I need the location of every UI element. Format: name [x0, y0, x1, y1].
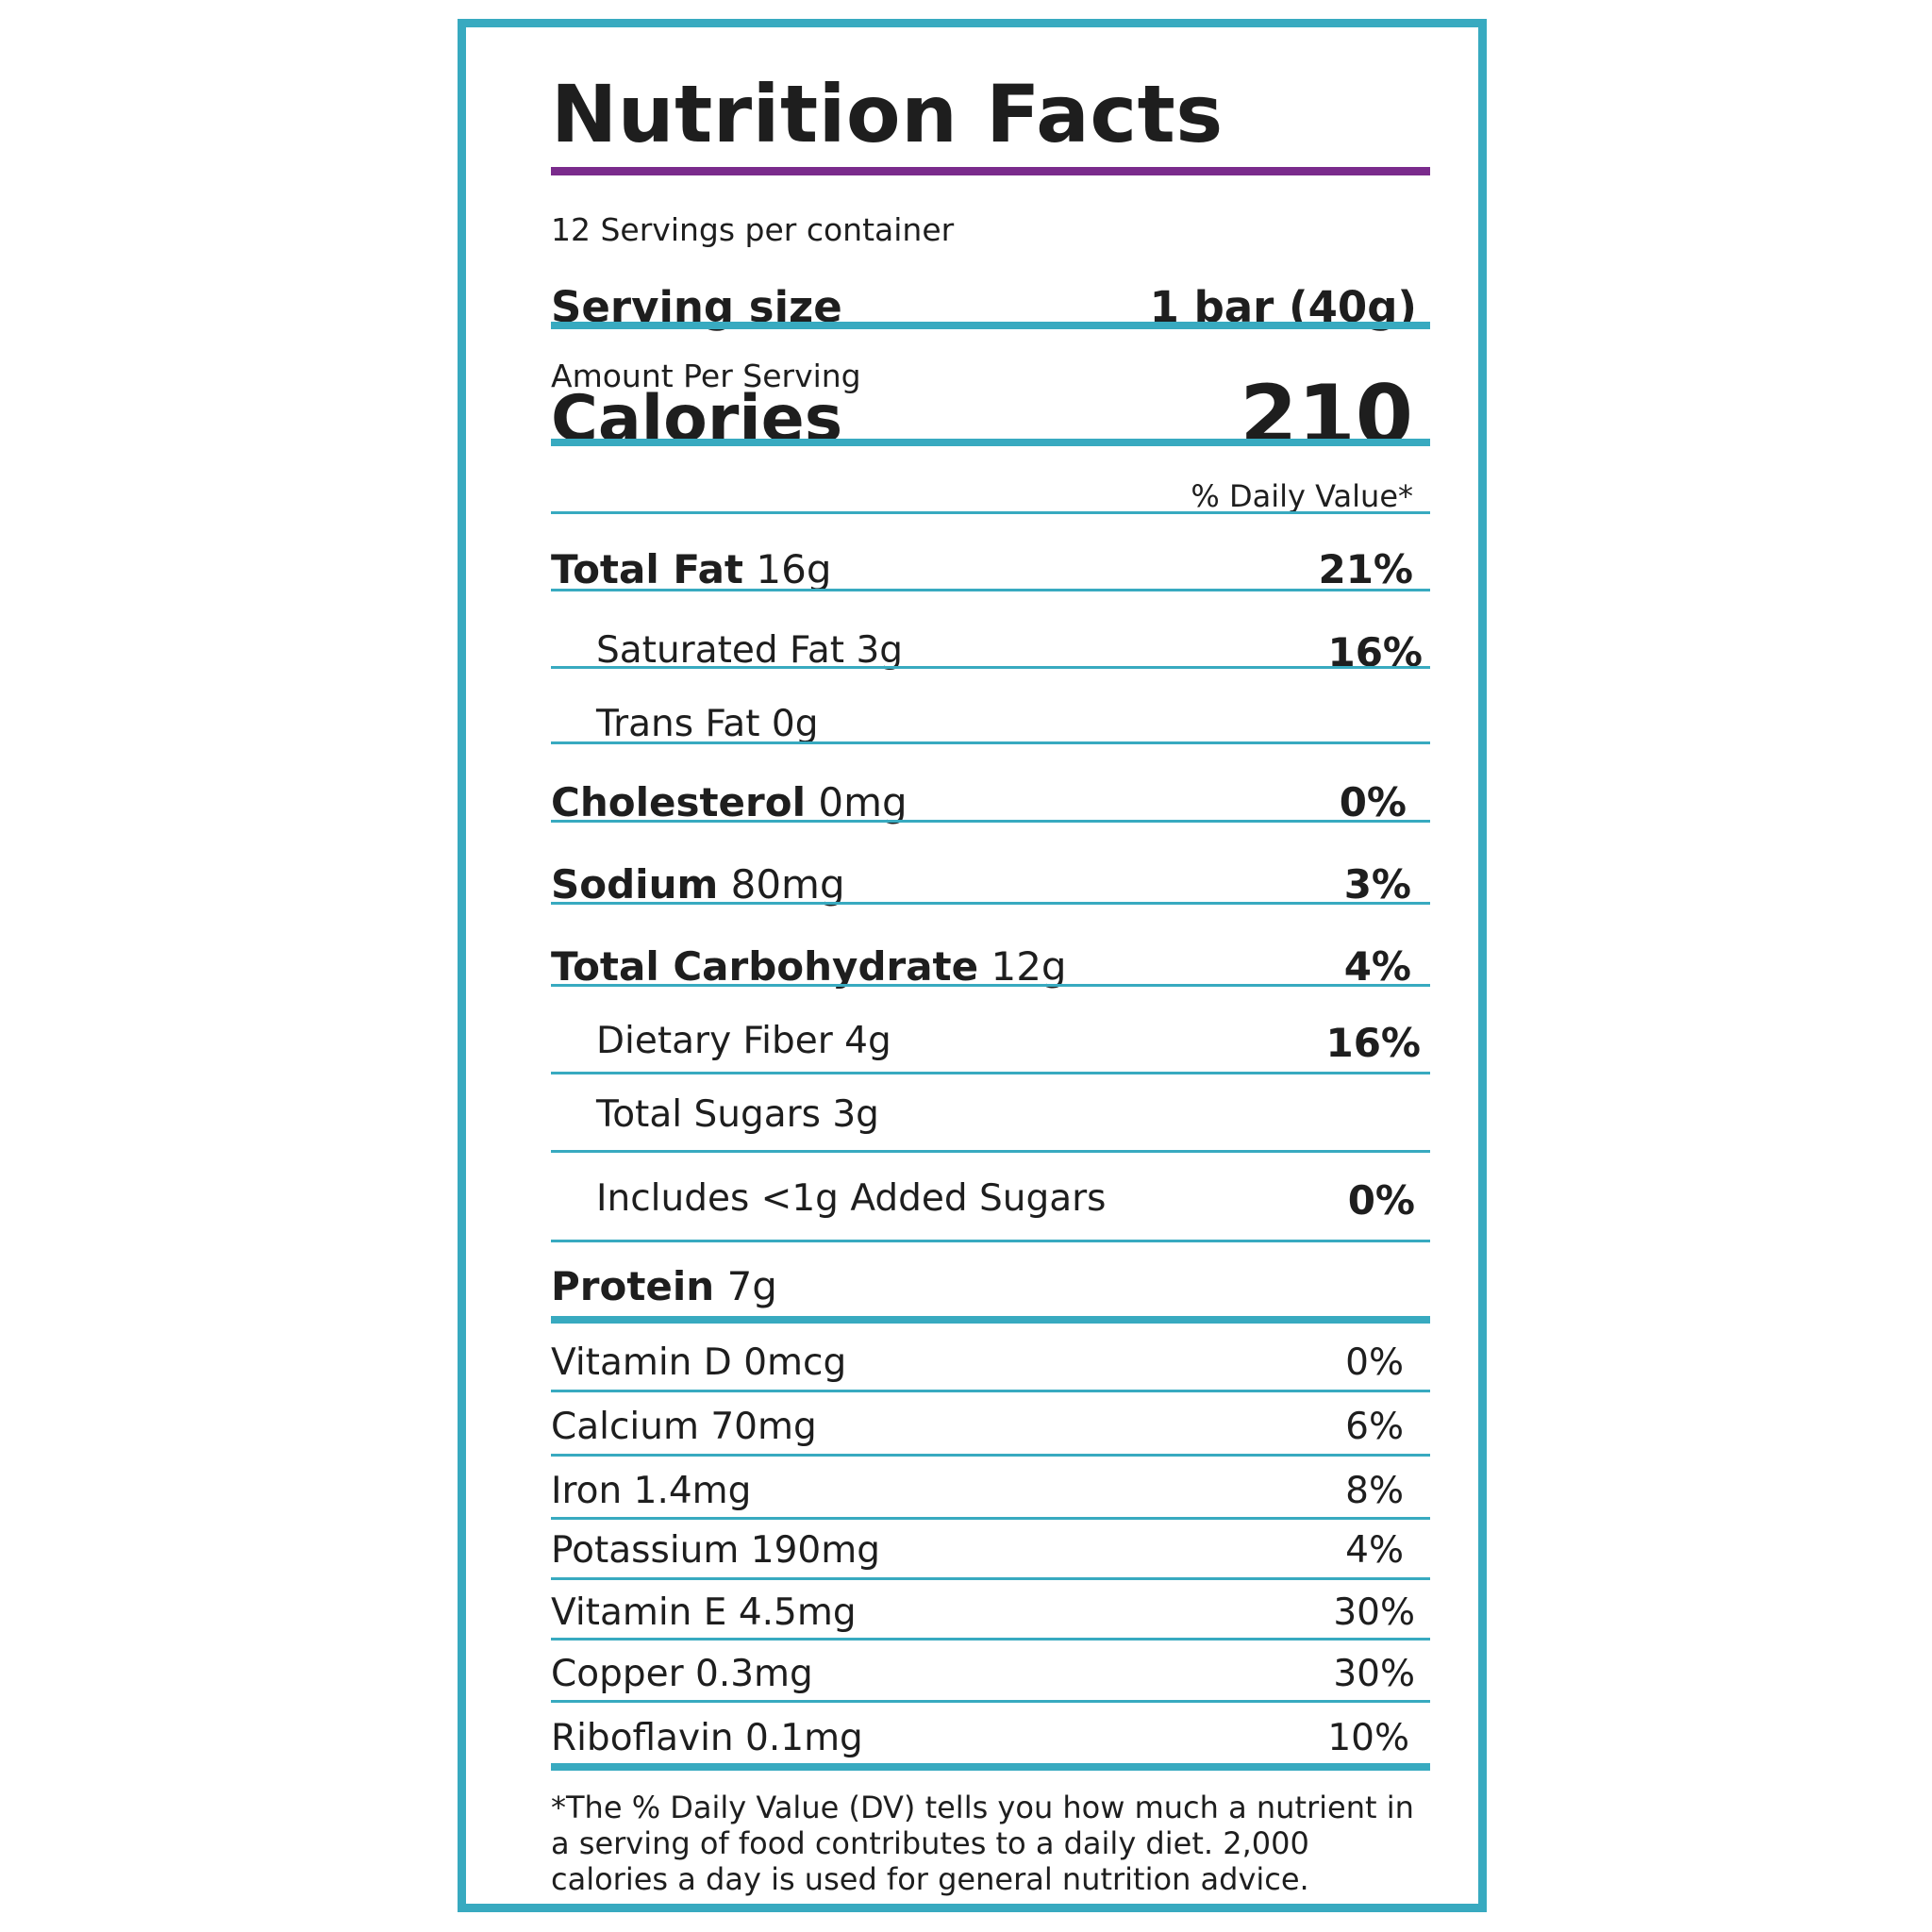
nutrient-label: Cholesterol	[551, 779, 806, 825]
divider	[551, 1517, 1430, 1520]
nutrient-amount: 0mg	[818, 779, 908, 825]
vitamin-label: Potassium 190mg	[551, 1529, 880, 1572]
divider	[551, 1240, 1430, 1242]
divider	[551, 1150, 1430, 1153]
servings-per-container: 12 Servings per container	[551, 211, 955, 248]
divider	[551, 741, 1430, 744]
nutrient-dv: 16%	[1325, 1020, 1421, 1066]
divider	[551, 902, 1430, 905]
nutrient-name: Sodium 80mg	[551, 861, 845, 908]
nutrient-label: Total Sugars 3g	[596, 1093, 879, 1136]
nutrient-dv: 0%	[1339, 779, 1407, 825]
nutrient-name: Cholesterol 0mg	[551, 779, 908, 825]
nutrient-label: Total Fat	[551, 546, 744, 592]
vitamin-label: Riboflavin 0.1mg	[551, 1717, 863, 1759]
nutrient-label: Includes <1g Added Sugars	[596, 1177, 1107, 1220]
vitamin-dv: 6%	[1345, 1406, 1404, 1448]
nutrient-name: Total Fat 16g	[551, 546, 831, 592]
vitamin-dv: 4%	[1345, 1529, 1404, 1572]
divider	[551, 1454, 1430, 1457]
vitamin-dv: 30%	[1333, 1653, 1415, 1695]
divider	[551, 511, 1430, 514]
nutrient-dv: 3%	[1343, 861, 1411, 908]
divider	[551, 1700, 1430, 1703]
nutrient-label: Sodium	[551, 861, 719, 908]
divider	[551, 1072, 1430, 1074]
nutrient-dv: 21%	[1318, 546, 1413, 592]
daily-value-header: % Daily Value*	[1191, 478, 1413, 514]
divider	[551, 1577, 1430, 1580]
divider	[551, 1390, 1430, 1392]
title-divider	[551, 167, 1430, 175]
vitamin-dv: 10%	[1327, 1717, 1409, 1759]
label-title: Nutrition Facts	[551, 68, 1224, 160]
daily-value-footnote: *The % Daily Value (DV) tells you how mu…	[551, 1790, 1414, 1897]
vitamin-label: Copper 0.3mg	[551, 1653, 813, 1695]
vitamins-divider	[551, 1763, 1430, 1771]
vitamin-dv: 30%	[1333, 1591, 1415, 1634]
divider	[551, 666, 1430, 669]
vitamin-dv: 8%	[1345, 1470, 1404, 1512]
vitamin-label: Calcium 70mg	[551, 1406, 817, 1448]
nutrient-dv: 0%	[1347, 1177, 1415, 1224]
amount-per-serving: Amount Per Serving	[551, 358, 861, 394]
nutrient-amount: 12g	[991, 943, 1067, 990]
nutrient-label: Trans Fat 0g	[596, 703, 819, 745]
nutrition-label: Nutrition Facts 12 Servings per containe…	[458, 19, 1487, 1912]
divider	[551, 820, 1430, 823]
vitamin-label: Iron 1.4mg	[551, 1470, 752, 1512]
divider	[551, 1638, 1430, 1641]
vitamin-dv: 0%	[1345, 1341, 1404, 1384]
serving-size-divider	[551, 322, 1430, 329]
nutrient-dv: 4%	[1343, 943, 1411, 990]
nutrient-label: Saturated Fat 3g	[596, 629, 904, 672]
nutrient-name: Total Carbohydrate 12g	[551, 943, 1067, 990]
label-content: Nutrition Facts 12 Servings per containe…	[551, 27, 1430, 1904]
vitamin-label: Vitamin E 4.5mg	[551, 1591, 857, 1634]
nutrient-label: Dietary Fiber 4g	[596, 1020, 891, 1062]
nutrient-name: Protein 7g	[551, 1263, 777, 1309]
nutrient-amount: 80mg	[730, 861, 845, 908]
divider	[551, 589, 1430, 591]
protein-divider	[551, 1316, 1430, 1324]
vitamin-label: Vitamin D 0mcg	[551, 1341, 847, 1384]
nutrient-amount: 7g	[726, 1263, 777, 1309]
calories-divider	[551, 439, 1430, 446]
nutrient-label: Protein	[551, 1263, 715, 1309]
nutrient-amount: 16g	[756, 546, 832, 592]
divider	[551, 984, 1430, 987]
nutrient-label: Total Carbohydrate	[551, 943, 979, 990]
